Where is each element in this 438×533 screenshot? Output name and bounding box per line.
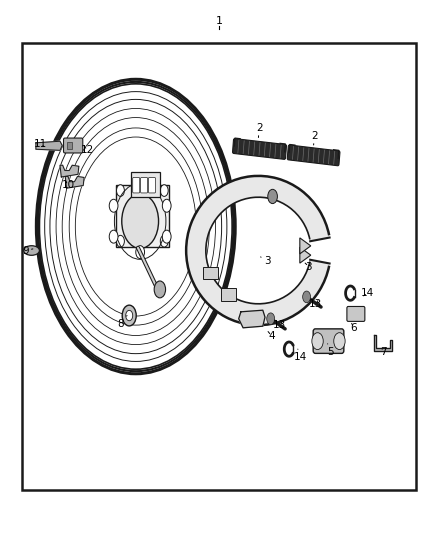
Text: 3: 3 <box>305 262 312 271</box>
Text: 5: 5 <box>327 344 334 357</box>
Text: 13: 13 <box>272 320 286 330</box>
FancyBboxPatch shape <box>287 145 340 166</box>
Ellipse shape <box>303 291 311 303</box>
Text: 12: 12 <box>81 146 94 155</box>
Ellipse shape <box>109 230 118 243</box>
FancyBboxPatch shape <box>233 139 286 159</box>
Polygon shape <box>36 141 62 150</box>
Ellipse shape <box>160 236 168 247</box>
FancyBboxPatch shape <box>221 288 236 301</box>
Ellipse shape <box>117 185 124 196</box>
Text: 3: 3 <box>261 256 271 266</box>
FancyBboxPatch shape <box>148 177 155 193</box>
Text: 2: 2 <box>256 123 263 138</box>
Ellipse shape <box>24 246 39 255</box>
Ellipse shape <box>160 185 168 196</box>
FancyBboxPatch shape <box>64 138 83 153</box>
Ellipse shape <box>136 246 145 259</box>
Ellipse shape <box>122 194 159 248</box>
Ellipse shape <box>162 199 171 212</box>
FancyBboxPatch shape <box>67 142 72 149</box>
Text: 11: 11 <box>34 139 47 149</box>
Bar <box>22 43 416 490</box>
Ellipse shape <box>117 236 124 247</box>
Text: 8: 8 <box>117 316 127 328</box>
FancyBboxPatch shape <box>141 177 148 193</box>
Polygon shape <box>186 176 329 325</box>
Ellipse shape <box>312 333 323 350</box>
Polygon shape <box>300 238 311 254</box>
FancyBboxPatch shape <box>313 329 344 353</box>
Ellipse shape <box>154 281 166 298</box>
Text: 4: 4 <box>268 331 275 341</box>
Ellipse shape <box>126 310 133 321</box>
Text: 6: 6 <box>350 323 357 333</box>
Text: 2: 2 <box>311 131 318 145</box>
Polygon shape <box>374 335 392 351</box>
FancyBboxPatch shape <box>347 306 365 321</box>
Text: 10: 10 <box>61 181 74 190</box>
Polygon shape <box>60 165 79 177</box>
Text: 1: 1 <box>215 17 223 26</box>
Ellipse shape <box>136 184 145 197</box>
Ellipse shape <box>109 199 118 212</box>
Ellipse shape <box>122 305 136 326</box>
Text: 7: 7 <box>380 347 387 357</box>
Polygon shape <box>300 247 311 263</box>
Text: 9: 9 <box>22 246 33 255</box>
Text: 14: 14 <box>293 349 307 362</box>
Text: 14: 14 <box>361 288 374 298</box>
Text: 13: 13 <box>309 299 322 309</box>
FancyBboxPatch shape <box>131 172 160 197</box>
FancyBboxPatch shape <box>203 266 218 279</box>
FancyBboxPatch shape <box>133 177 140 193</box>
Polygon shape <box>65 176 84 188</box>
Ellipse shape <box>162 230 171 243</box>
Ellipse shape <box>268 189 277 204</box>
Ellipse shape <box>267 313 275 325</box>
FancyBboxPatch shape <box>116 185 169 246</box>
Polygon shape <box>239 310 265 328</box>
Ellipse shape <box>334 333 345 350</box>
